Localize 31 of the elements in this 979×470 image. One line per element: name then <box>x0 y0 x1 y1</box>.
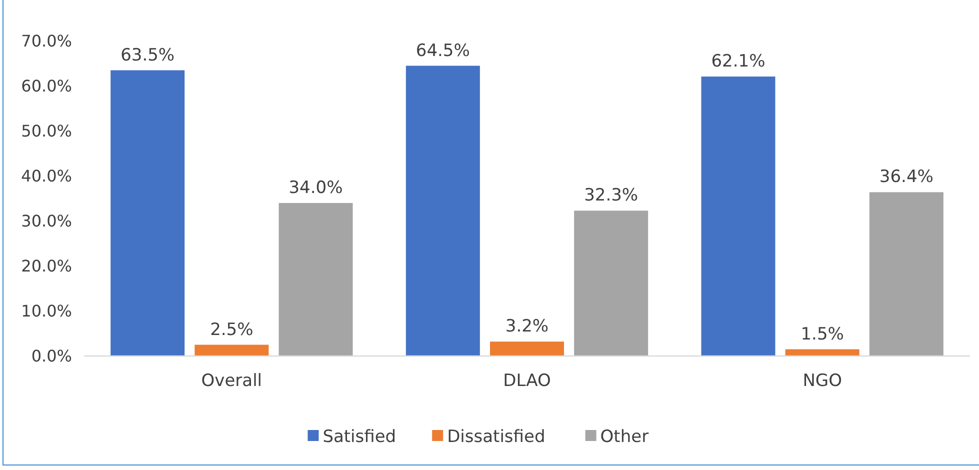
y-tick-label: 10.0% <box>21 302 72 321</box>
y-tick-label: 50.0% <box>21 122 72 141</box>
y-tick-label: 70.0% <box>21 32 72 51</box>
y-tick-label: 30.0% <box>21 212 72 231</box>
data-label: 2.5% <box>210 320 254 340</box>
y-tick-label: 60.0% <box>21 76 72 96</box>
bar <box>406 66 480 356</box>
bar <box>194 344 269 356</box>
bar <box>869 192 944 356</box>
bar <box>574 210 648 356</box>
x-tick-label: DLAO <box>503 371 551 391</box>
data-label: 3.2% <box>505 316 549 337</box>
legend-label: Dissatisfied <box>447 426 546 447</box>
y-tick-label: 20.0% <box>21 256 72 276</box>
legend-label: Satisfied <box>322 426 396 447</box>
x-tick-label: Overall <box>201 371 262 391</box>
data-label: 34.0% <box>288 178 343 198</box>
y-tick-label: 40.0% <box>21 166 72 186</box>
y-tick-label: 0.0% <box>31 346 72 366</box>
data-label: 32.3% <box>584 186 638 206</box>
data-label: 64.5% <box>416 40 470 61</box>
bar <box>110 70 185 356</box>
bar <box>701 76 776 356</box>
data-label: 36.4% <box>879 167 934 188</box>
data-label: 62.1% <box>711 52 766 72</box>
legend-label: Other <box>600 426 649 447</box>
data-label: 1.5% <box>800 324 844 344</box>
x-tick-label: NGO <box>802 371 842 391</box>
data-label: 63.5% <box>120 45 175 66</box>
bar <box>278 203 353 356</box>
bar <box>490 342 564 356</box>
